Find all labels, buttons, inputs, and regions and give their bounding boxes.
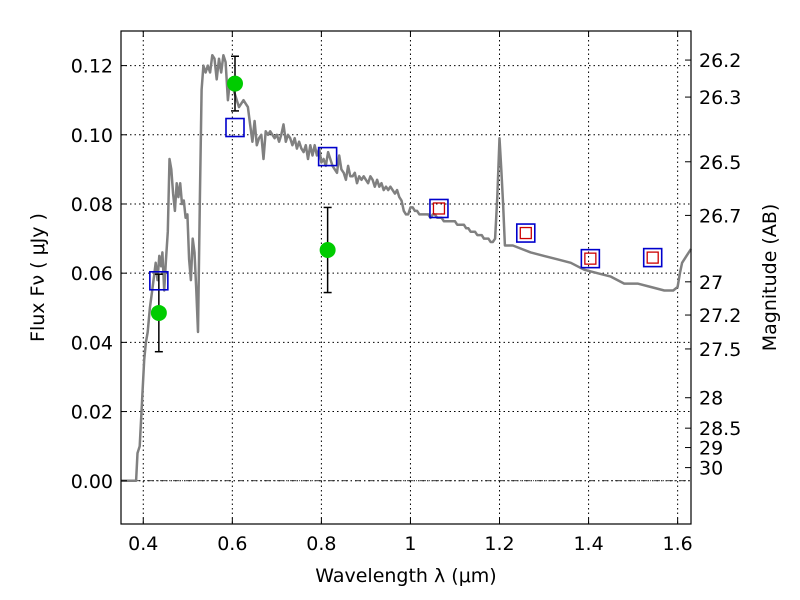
data-points — [149, 75, 663, 321]
y-tick-label: 0.12 — [71, 56, 113, 78]
y2-tick-label: 26.5 — [699, 152, 741, 174]
x-tick-label: 1.4 — [573, 533, 603, 555]
model-band-small-square — [646, 251, 659, 264]
model-band-square — [225, 117, 245, 138]
x-tick-label: 1.6 — [663, 533, 693, 555]
y-axis-title: Flux Fν ( μJy ) — [27, 213, 49, 342]
y2-tick-label: 27 — [699, 272, 723, 294]
y-tick-label: 0.06 — [71, 263, 113, 285]
y2-tick-label: 28.5 — [699, 418, 741, 440]
y2-tick-label: 29 — [699, 438, 723, 460]
x-tick-label: 0.8 — [306, 533, 336, 555]
y2-tick-label: 30 — [699, 458, 723, 480]
y-tick-label: 0.00 — [71, 471, 113, 493]
model-spectrum-series — [121, 53, 693, 483]
grid-lines — [121, 31, 691, 524]
model-band-square — [429, 198, 449, 219]
observed-flux-point — [319, 241, 336, 258]
model-band-square — [149, 270, 169, 291]
observed-flux-point — [150, 304, 167, 321]
y-tick-label: 0.10 — [71, 125, 113, 147]
plot-frame — [120, 30, 692, 525]
x-tick-label: 0.6 — [217, 533, 247, 555]
model-band-square — [317, 146, 338, 167]
y2-axis-title: Magnitude (AB) — [759, 204, 781, 352]
x-tick-label: 0.4 — [128, 533, 158, 555]
model-spectrum-line — [121, 53, 693, 483]
model-band-small-square — [584, 252, 597, 265]
y2-tick-label: 26.3 — [699, 87, 741, 109]
y2-tick-label: 27.2 — [699, 305, 741, 327]
x-tick-label: 1.2 — [484, 533, 514, 555]
y2-tick-label: 26.2 — [699, 50, 741, 72]
y-tick-label: 0.02 — [71, 402, 113, 424]
tick-labels: 0.4 0.6 0.8 1 1.2 1.4 1.6 0.00 0.02 0.04 0.06 0.08 0… — [71, 50, 742, 555]
x-tick-label: 1 — [404, 533, 416, 555]
model-band-square — [515, 223, 536, 243]
model-band-small-square — [519, 226, 532, 240]
model-band-small-square — [432, 202, 446, 215]
y-tick-label: 0.04 — [71, 332, 113, 354]
observed-flux-point — [227, 75, 243, 92]
y-tick-label: 0.08 — [71, 194, 113, 216]
model-band-square — [580, 248, 601, 269]
x-axis-title: Wavelength λ (μm) — [315, 565, 496, 587]
y2-tick-label: 26.7 — [699, 205, 741, 227]
axis-ticks — [121, 31, 691, 524]
y2-tick-label: 28 — [699, 388, 723, 410]
y2-tick-label: 27.5 — [699, 339, 741, 361]
model-band-square — [642, 247, 663, 268]
